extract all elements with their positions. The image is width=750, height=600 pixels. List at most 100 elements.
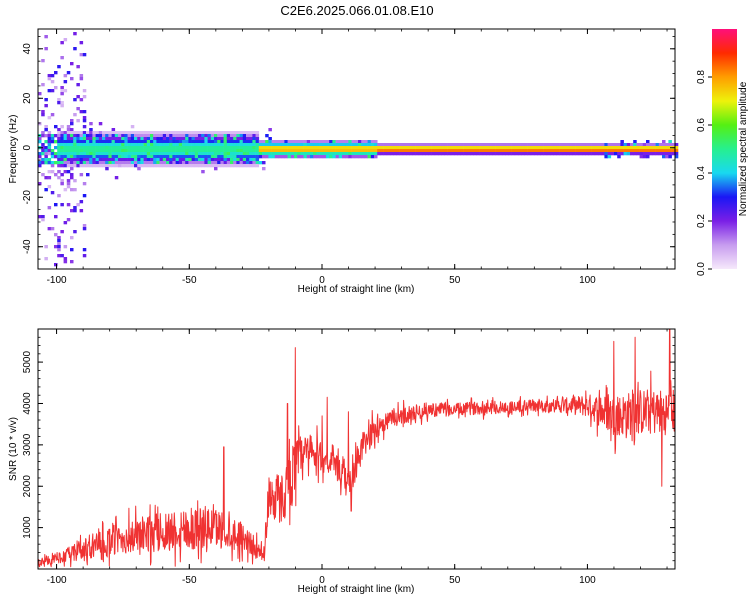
heatmap-cell (41, 218, 45, 222)
heatmap-cell (121, 152, 125, 156)
heatmap-cell (617, 152, 621, 156)
heatmap-cell (335, 152, 340, 156)
heatmap-cell (63, 152, 68, 156)
heatmap-cell (559, 146, 564, 150)
heatmap-cell (166, 158, 170, 162)
heatmap-cell (438, 146, 442, 150)
heatmap-cell (262, 167, 266, 171)
heatmap-cell (294, 143, 298, 147)
heatmap-cell (159, 131, 164, 135)
heatmap-cell (95, 140, 100, 144)
heatmap-cell (98, 164, 103, 168)
heatmap-cell (79, 131, 84, 135)
heatmap-cell (143, 152, 148, 156)
heatmap-cell (114, 164, 119, 168)
heatmap-cell (194, 134, 199, 138)
heatmap-cell (194, 143, 199, 147)
heatmap-cell (153, 164, 157, 168)
heatmap-cell (230, 164, 234, 168)
heatmap-cell (239, 134, 244, 138)
heatmap-cell (502, 152, 506, 156)
heatmap-cell (511, 146, 516, 150)
heatmap-cell (89, 131, 93, 135)
heatmap-cell (121, 161, 125, 165)
heatmap-cell (191, 134, 196, 138)
heatmap-cell (182, 152, 186, 156)
heatmap-cell (140, 134, 144, 138)
heatmap-cell (134, 137, 138, 141)
heatmap-cell (482, 152, 487, 156)
heatmap-cell (41, 131, 45, 135)
heatmap-cell (534, 146, 538, 150)
heatmap-cell (127, 155, 132, 159)
heatmap-cell (438, 149, 442, 153)
heatmap-cell (191, 131, 196, 135)
heatmap-cell (610, 149, 615, 153)
heatmap-cell (127, 131, 132, 135)
heatmap-cell (358, 140, 362, 144)
heatmap-cell (38, 137, 42, 141)
heatmap-cell (646, 149, 650, 153)
heatmap-cell (73, 209, 77, 213)
heatmap-cell (617, 155, 621, 159)
heatmap-cell (57, 236, 61, 240)
heatmap-cell (38, 155, 42, 159)
heatmap-cell (156, 161, 160, 165)
heatmap-cell (351, 155, 356, 159)
heatmap-cell (207, 158, 212, 162)
heatmap-cell (140, 152, 144, 156)
heatmap-cell (233, 164, 237, 168)
heatmap-cell (290, 143, 295, 147)
heatmap-cell (345, 152, 349, 156)
heatmap-cell (268, 128, 272, 132)
heatmap-cell (322, 149, 327, 153)
heatmap-cell (95, 131, 100, 135)
heatmap-cell (66, 137, 71, 141)
heatmap-cell (194, 149, 199, 153)
heatmap-cell (201, 164, 205, 168)
heatmap-cell (233, 149, 237, 153)
heatmap-cell (303, 155, 308, 159)
heatmap-cell (79, 149, 84, 153)
heatmap-cell (220, 161, 224, 165)
heatmap-cell (569, 143, 573, 147)
heatmap-cell (239, 155, 244, 159)
heatmap-cell (316, 152, 320, 156)
heatmap-cell (191, 143, 196, 147)
heatmap-cell (162, 140, 167, 144)
heatmap-cell (169, 134, 173, 138)
heatmap-cell (194, 146, 199, 150)
heatmap-cell (169, 149, 173, 153)
heatmap-cell (47, 161, 52, 165)
heatmap-cell (226, 134, 231, 138)
heatmap-cell (537, 146, 541, 150)
heatmap-cell (156, 134, 160, 138)
heatmap-cell (124, 155, 128, 159)
heatmap-cell (124, 131, 128, 135)
heatmap-cell (79, 77, 84, 81)
colorbar: 0.00.20.40.60.8 Normalized spectral ampl… (696, 29, 749, 276)
heatmap-cell (60, 182, 64, 186)
heatmap-cell (70, 134, 74, 138)
heatmap-cell (124, 158, 128, 162)
heatmap-cell (169, 164, 173, 168)
heatmap-cell (534, 152, 538, 156)
heatmap-cell (134, 161, 138, 165)
heatmap-cell (175, 131, 180, 135)
heatmap-cell (290, 140, 295, 144)
heatmap-cell (63, 140, 68, 144)
heatmap-cell (191, 155, 196, 159)
heatmap-cell (70, 137, 74, 141)
heatmap-cell (447, 149, 452, 153)
heatmap-cell (130, 146, 135, 150)
heatmap-cell (66, 152, 71, 156)
heatmap-cell (223, 137, 228, 141)
heatmap-cell (294, 140, 298, 144)
heatmap-cell (47, 227, 52, 231)
heatmap-cell (230, 146, 234, 150)
spectrogram-x-tick-label: 50 (449, 275, 461, 286)
heatmap-cell (70, 164, 74, 168)
heatmap-cell (268, 152, 272, 156)
heatmap-cell (175, 137, 180, 141)
heatmap-cell (658, 146, 663, 150)
